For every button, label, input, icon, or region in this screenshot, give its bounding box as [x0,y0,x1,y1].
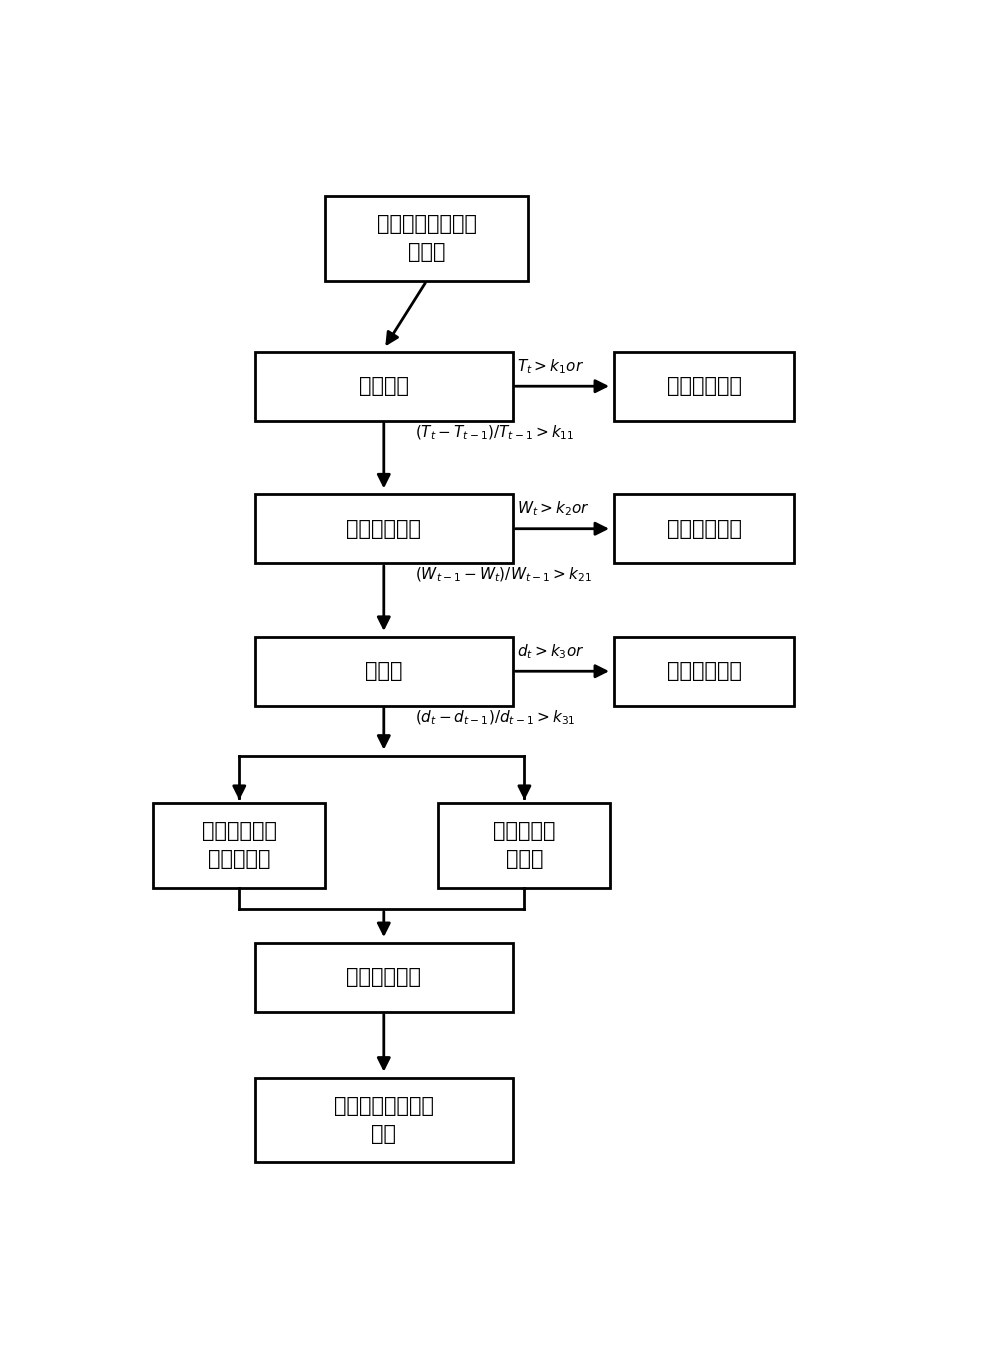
Text: 获取换流阀运行状
态信息: 获取换流阀运行状 态信息 [377,214,477,262]
Text: 水泵冷却能
力计算: 水泵冷却能 力计算 [493,821,555,869]
Text: $d_t > k_3$or: $d_t > k_3$or [516,642,584,661]
Bar [153,803,326,887]
Bar [614,352,794,421]
Text: 电导率: 电导率 [365,661,402,681]
Bar [326,196,528,281]
Text: $W_t > k_2$or: $W_t > k_2$or [516,499,590,518]
Bar [614,495,794,563]
Bar [614,638,794,706]
Text: $(d_t - d_{t-1})/d_{t-1} > k_{31}$: $(d_t - d_{t-1})/d_{t-1} > k_{31}$ [415,709,576,727]
Bar [255,1078,513,1163]
Text: $(W_{t-1} - W_t)/W_{t-1} > k_{21}$: $(W_{t-1} - W_t)/W_{t-1} > k_{21}$ [415,566,592,584]
Bar [255,943,513,1012]
Text: 形成冷却能力评估
结果: 形成冷却能力评估 结果 [334,1095,433,1143]
Text: 冷却能力不足: 冷却能力不足 [666,376,742,396]
Bar [255,495,513,563]
Text: $(T_t - T_{t-1})/T_{t-1} > k_{11}$: $(T_t - T_{t-1})/T_{t-1} > k_{11}$ [415,424,575,441]
Text: 入水温度: 入水温度 [359,376,409,396]
Text: 冷却塔风机冷
却能力计算: 冷却塔风机冷 却能力计算 [202,821,277,869]
Bar [255,352,513,421]
Text: 冷却能力不足: 冷却能力不足 [666,518,742,539]
Text: 加权综合评估: 加权综合评估 [347,968,421,987]
Bar [438,803,611,887]
Text: 膨胀水箱水位: 膨胀水箱水位 [347,518,421,539]
Bar [255,638,513,706]
Text: 冷却能力不足: 冷却能力不足 [666,661,742,681]
Text: $T_t > k_1$or: $T_t > k_1$or [516,356,584,376]
